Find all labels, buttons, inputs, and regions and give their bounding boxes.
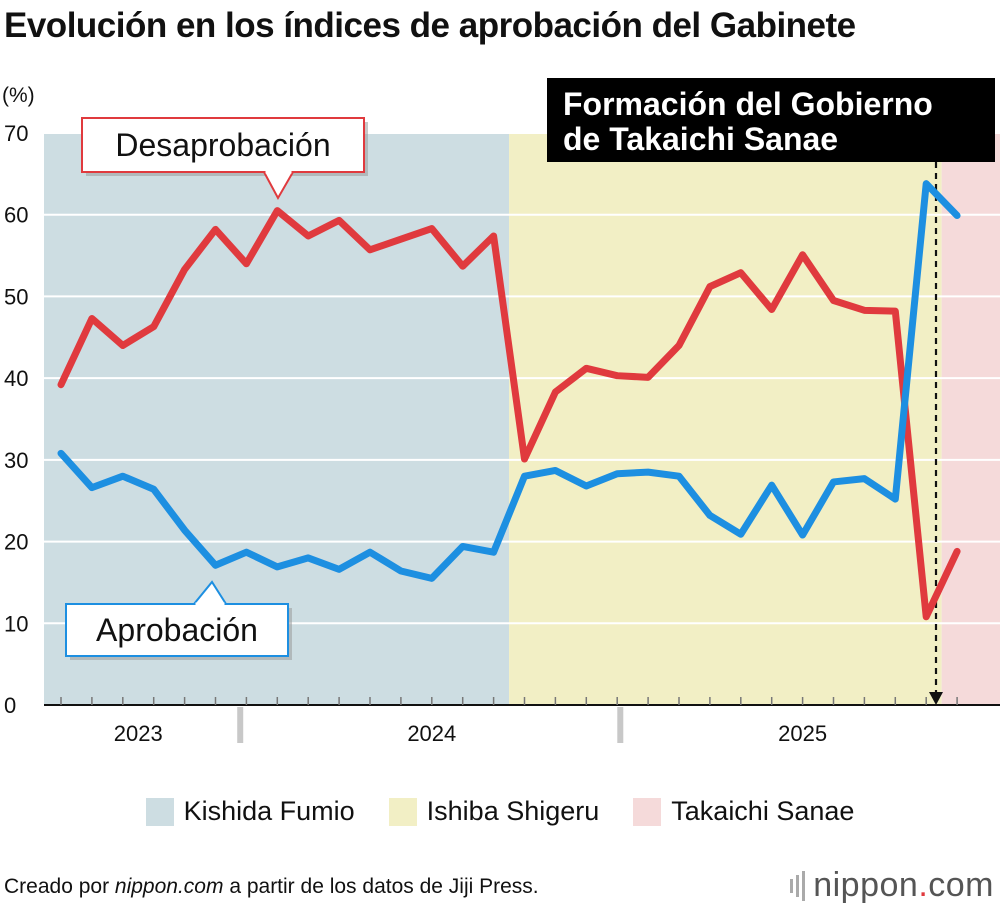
- chart-title: Evolución en los índices de aprobación d…: [4, 6, 856, 45]
- source-note: Creado por nippon.com a partir de los da…: [4, 875, 539, 899]
- legend-item-takaichi: Takaichi Sanae: [633, 796, 854, 827]
- nippon-logo: nippon.com: [790, 866, 994, 905]
- source-prefix: Creado por: [4, 875, 115, 898]
- series-line-aprobacion: [57, 180, 961, 582]
- legend-swatch-kishida: [145, 797, 174, 826]
- source-site: nippon.com: [114, 875, 224, 898]
- period-band-2: [941, 133, 1000, 705]
- y-tick-50: 50: [4, 284, 28, 309]
- line-chart: 0 10 20 30 40 50 60 70 (%) 2023 2024 2025 Desaprobac…: [2, 78, 1000, 746]
- y-tick-10: 10: [4, 611, 28, 636]
- callout-desaprobacion-box: [81, 117, 365, 173]
- year-label-2024: 2024: [407, 721, 456, 746]
- year-label-2023: 2023: [114, 721, 163, 746]
- series-line-desaprobacion: [57, 207, 961, 621]
- legend-swatch-takaichi: [633, 797, 662, 826]
- source-suffix: a partir de los datos de Jiji Press.: [223, 875, 539, 898]
- y-tick-60: 60: [4, 203, 28, 228]
- y-tick-30: 30: [4, 448, 28, 473]
- event-label-line2: de Takaichi Sanae: [563, 121, 838, 157]
- legend-item-kishida: Kishida Fumio: [145, 796, 355, 827]
- legend-item-ishiba: Ishiba Shigeru: [388, 796, 600, 827]
- legend-label-ishiba: Ishiba Shigeru: [426, 796, 600, 826]
- callout-aprobacion-text: Aprobación: [96, 612, 258, 648]
- legend: Kishida Fumio Ishiba Shigeru Takaichi Sa…: [0, 796, 1000, 827]
- legend-label-takaichi: Takaichi Sanae: [671, 796, 855, 826]
- event-label-box: [547, 78, 995, 162]
- y-tick-40: 40: [4, 366, 28, 391]
- y-tick-20: 20: [4, 530, 28, 555]
- y-tick-0: 0: [4, 693, 16, 718]
- callout-aprobacion-box: [65, 603, 289, 657]
- period-band-1: [509, 133, 942, 705]
- event-label-line1: Formación del Gobierno: [563, 86, 933, 122]
- legend-swatch-ishiba: [388, 797, 417, 826]
- callout-desaprobacion-text: Desaprobación: [115, 127, 330, 163]
- logo-bars-icon: [790, 870, 806, 901]
- legend-label-kishida: Kishida Fumio: [183, 796, 355, 826]
- event-marker-arrow: [929, 692, 943, 705]
- y-axis-unit: (%): [2, 84, 35, 107]
- y-tick-70: 70: [4, 121, 28, 146]
- year-label-2025: 2025: [778, 721, 827, 746]
- logo-text: nippon.com: [813, 866, 994, 904]
